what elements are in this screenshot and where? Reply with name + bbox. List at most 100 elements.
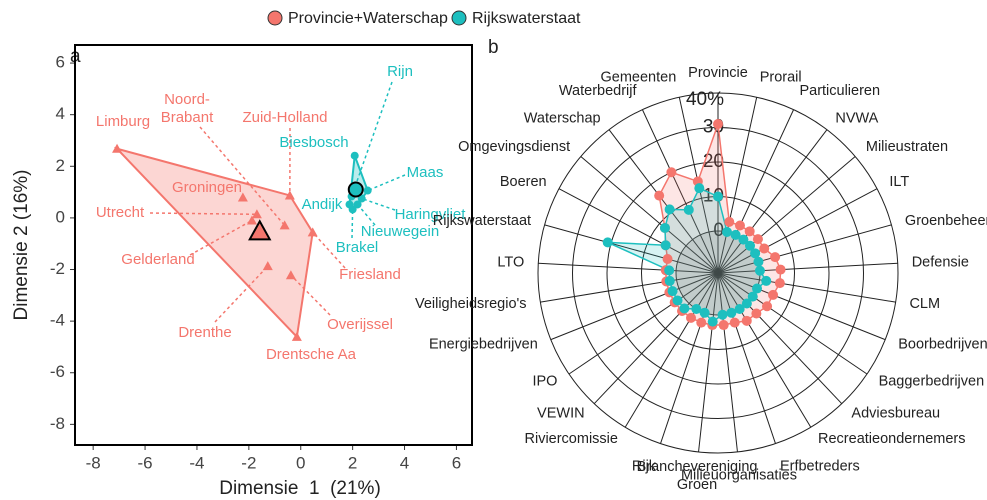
point-label: Utrecht xyxy=(96,204,145,221)
x-tick-label: -6 xyxy=(137,453,152,472)
category-label: Veiligheidsregio's xyxy=(415,296,527,312)
leader-line xyxy=(361,197,396,211)
radar-point xyxy=(752,283,763,294)
point xyxy=(246,215,257,225)
spoke xyxy=(717,156,856,274)
spoke xyxy=(717,97,758,274)
radar-point xyxy=(775,264,786,275)
point-label: Maas xyxy=(407,164,444,181)
radar-point xyxy=(696,317,707,328)
leader-line xyxy=(356,203,376,226)
leader-line xyxy=(312,231,346,269)
spoke xyxy=(544,224,719,274)
radar-point xyxy=(738,234,749,245)
radar-point xyxy=(713,191,723,202)
point-label: Biesbosch xyxy=(279,134,348,151)
point-label: Andijk xyxy=(302,196,343,213)
radar-point xyxy=(734,303,745,314)
radar-point xyxy=(759,243,770,254)
category-label: Rijkswaterstaat xyxy=(433,213,531,229)
y-tick-label: 2 xyxy=(56,156,65,175)
grid-ring xyxy=(606,161,830,385)
radar-point xyxy=(726,307,737,318)
radar-point xyxy=(672,295,683,306)
category-label: Waterschap xyxy=(524,110,601,126)
radar-point xyxy=(602,237,613,248)
point-label: Rijn xyxy=(387,63,413,80)
category-label: LTO xyxy=(497,254,524,270)
legend-marker xyxy=(451,10,467,26)
grid-ring xyxy=(537,92,899,454)
spoke xyxy=(717,272,886,341)
category-label: Branchevereniging Groen xyxy=(637,459,758,493)
point-label: Drentsche Aa xyxy=(266,346,357,363)
point xyxy=(350,151,359,160)
point-label: Groningen xyxy=(172,179,242,196)
x-tick-label: 2 xyxy=(348,453,357,472)
hull xyxy=(113,146,314,340)
category-label: Riviercomissie xyxy=(525,431,618,447)
x-tick-label: 4 xyxy=(400,453,409,472)
category-label: VEWIN xyxy=(537,406,585,422)
radar-point xyxy=(752,234,763,245)
spoke xyxy=(717,272,896,303)
radar-point xyxy=(664,265,675,276)
radar-point xyxy=(679,303,690,314)
radar-point xyxy=(751,308,762,319)
category-label: Waterbedrijf xyxy=(559,83,638,99)
y-tick-label: -4 xyxy=(50,311,65,330)
radar-point xyxy=(734,220,745,231)
y-tick-label: -2 xyxy=(50,259,65,278)
spoke xyxy=(717,109,795,274)
radar-point xyxy=(694,183,705,194)
spoke xyxy=(540,272,719,303)
point-label: Friesland xyxy=(339,266,401,283)
point-label: Overijssel xyxy=(327,316,393,333)
point-label: Nieuwegein xyxy=(361,223,439,240)
x-tick-label: -8 xyxy=(86,453,101,472)
spoke xyxy=(660,272,719,444)
radar-point xyxy=(664,275,675,286)
category-label: Defensie xyxy=(912,254,969,270)
centroid xyxy=(347,181,364,198)
spoke xyxy=(717,272,812,428)
radar-point xyxy=(730,229,741,240)
point xyxy=(348,205,357,214)
category-label: Baggerbedrijven xyxy=(879,374,985,390)
y-axis-label: Dimensie 2 (16%) xyxy=(11,170,32,321)
plot-frame xyxy=(74,44,473,446)
point xyxy=(284,190,295,200)
point-label: Brakel xyxy=(336,239,379,256)
category-label: Omgevingsdienst xyxy=(458,139,570,155)
spoke xyxy=(717,129,828,274)
spoke xyxy=(717,272,868,375)
point-label: Noord-Brabant xyxy=(161,91,214,126)
radar-point xyxy=(667,286,678,297)
point-label: Limburg xyxy=(96,113,150,130)
category-label: Adviesbureau xyxy=(851,406,940,422)
radar-point xyxy=(750,248,761,259)
y-tick-label: 4 xyxy=(56,104,65,123)
radar-point xyxy=(666,167,677,178)
y-tick-label: 0 xyxy=(56,207,65,226)
leader-line xyxy=(351,209,354,239)
centroid xyxy=(248,219,272,241)
category-label: IPO xyxy=(532,374,557,390)
radar-point xyxy=(722,226,733,237)
x-tick-label: 6 xyxy=(452,453,461,472)
radar-point xyxy=(770,252,781,263)
point xyxy=(285,270,296,280)
point-label: Gelderland xyxy=(121,251,194,268)
radar-point xyxy=(744,226,755,237)
radar-point xyxy=(707,316,718,327)
x-tick-label: -2 xyxy=(241,453,256,472)
y-tick-label: -6 xyxy=(50,362,65,381)
point-label: Haringvliet xyxy=(395,206,467,223)
spoke xyxy=(593,272,719,405)
category-label: Milieustraten xyxy=(866,139,948,155)
point xyxy=(262,261,273,271)
radar-point xyxy=(713,119,723,130)
category-label: NVWA xyxy=(835,110,878,126)
category-label: Energiebedrijven xyxy=(429,337,538,353)
radar-point xyxy=(686,312,697,323)
